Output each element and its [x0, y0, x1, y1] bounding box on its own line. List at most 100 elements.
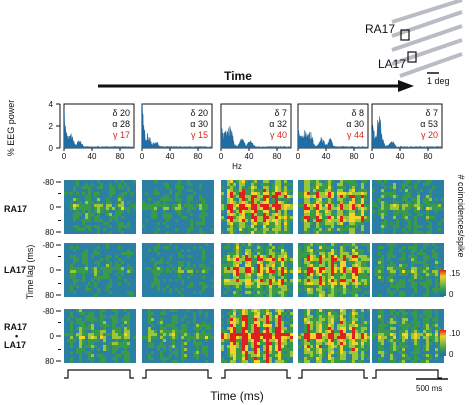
heatmap-cell: [121, 255, 124, 258]
heatmap-cell: [257, 198, 260, 201]
heatmap-cell: [202, 207, 205, 210]
heatmap-cell: [199, 312, 202, 315]
heatmap-cell: [441, 249, 444, 252]
heatmap-cell: [390, 192, 393, 195]
heatmap-cell: [148, 189, 151, 192]
heatmap-cell: [115, 249, 118, 252]
heatmap-cell: [367, 210, 370, 213]
heatmap-cell: [307, 222, 310, 225]
heatmap-cell: [242, 225, 245, 228]
heatmap-cell: [278, 228, 281, 231]
heatmap-cell: [127, 222, 130, 225]
heatmap-cell: [230, 216, 233, 219]
heatmap-cell: [199, 258, 202, 261]
heatmap-cell: [118, 330, 121, 333]
heatmap-cell: [85, 183, 88, 186]
heatmap-cell: [190, 294, 193, 297]
heatmap-cell: [224, 291, 227, 294]
heatmap-cell: [352, 261, 355, 264]
heatmap-cell: [364, 207, 367, 210]
heatmap-cell: [337, 246, 340, 249]
heatmap-cell: [375, 195, 378, 198]
heatmap-cell: [364, 210, 367, 213]
heatmap-cell: [322, 198, 325, 201]
heatmap-cell: [266, 249, 269, 252]
heatmap-cell: [100, 216, 103, 219]
heatmap-cell: [181, 261, 184, 264]
heatmap-cell: [82, 285, 85, 288]
heatmap-cell: [435, 246, 438, 249]
heatmap-cell: [127, 333, 130, 336]
heatmap-cell: [73, 261, 76, 264]
heatmap-cell: [364, 195, 367, 198]
heatmap-cell: [205, 213, 208, 216]
heatmap-cell: [304, 204, 307, 207]
heatmap-cell: [112, 231, 115, 234]
heatmap-cell: [423, 264, 426, 267]
heatmap-cell: [82, 264, 85, 267]
heatmap-cell: [142, 321, 145, 324]
heatmap-cell: [310, 261, 313, 264]
heatmap-cell: [184, 318, 187, 321]
heatmap-cell: [367, 279, 370, 282]
heatmap-cell: [169, 192, 172, 195]
heatmap-cell: [82, 276, 85, 279]
heatmap-cell: [227, 189, 230, 192]
heatmap-cell: [166, 309, 169, 312]
heatmap-cell: [319, 219, 322, 222]
heatmap-cell: [142, 189, 145, 192]
heatmap-cell: [224, 192, 227, 195]
heatmap-cell: [358, 201, 361, 204]
heatmap-cell: [106, 246, 109, 249]
heatmap-cell: [375, 255, 378, 258]
heatmap-cell: [160, 213, 163, 216]
heatmap-cell: [236, 222, 239, 225]
heatmap-cell: [390, 222, 393, 225]
heatmap-cell: [184, 186, 187, 189]
heatmap-cell: [109, 330, 112, 333]
heatmap-cell: [263, 291, 266, 294]
heatmap-cell: [331, 207, 334, 210]
heatmap-cell: [310, 246, 313, 249]
heatmap-cell: [121, 210, 124, 213]
heatmap-cell: [375, 267, 378, 270]
heatmap-cell: [67, 264, 70, 267]
heatmap-cell: [85, 246, 88, 249]
heatmap-cell: [435, 285, 438, 288]
heatmap-cell: [278, 216, 281, 219]
heatmap-cell: [163, 273, 166, 276]
heatmap-cell: [79, 189, 82, 192]
heatmap-cell: [130, 270, 133, 273]
heatmap-cell: [328, 198, 331, 201]
heatmap-cell: [408, 273, 411, 276]
heatmap-cell: [145, 315, 148, 318]
heatmap-cell: [85, 354, 88, 357]
heatmap-cell: [420, 291, 423, 294]
heatmap-cell: [355, 246, 358, 249]
heatmap-cell: [298, 231, 301, 234]
heatmap-cell: [193, 228, 196, 231]
heatmap-cell: [190, 276, 193, 279]
heatmap-cell: [64, 213, 67, 216]
heatmap-cell: [94, 318, 97, 321]
heatmap-cell: [142, 219, 145, 222]
heatmap-cell: [91, 354, 94, 357]
heatmap-cell: [157, 321, 160, 324]
heatmap-cell: [184, 261, 187, 264]
heatmap-cell: [284, 288, 287, 291]
heatmap-cell: [396, 264, 399, 267]
heatmap-cell: [103, 189, 106, 192]
heatmap-cell: [133, 345, 136, 348]
heatmap-cell: [438, 228, 441, 231]
heatmap-cell: [160, 294, 163, 297]
heatmap-cell: [408, 270, 411, 273]
heatmap-cell: [100, 273, 103, 276]
heatmap-cell: [254, 285, 257, 288]
heatmap-cell: [196, 324, 199, 327]
heatmap-cell: [257, 231, 260, 234]
heatmap-cell: [166, 222, 169, 225]
heatmap-cell: [169, 291, 172, 294]
heatmap-cell: [278, 183, 281, 186]
heatmap-cell: [245, 204, 248, 207]
heatmap-cell: [331, 282, 334, 285]
